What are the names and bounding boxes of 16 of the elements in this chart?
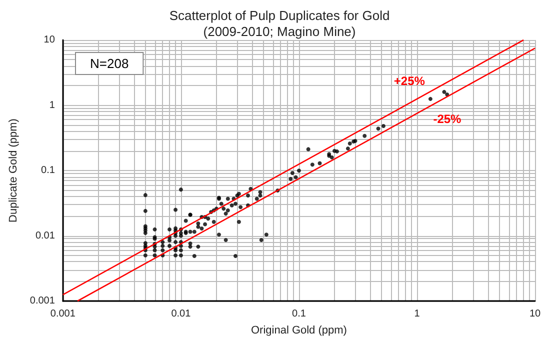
y-tick-label: 0.01 (35, 230, 56, 242)
y-tick-label: 0.1 (41, 165, 56, 176)
y-axis-title: Duplicate Gold (ppm) (8, 118, 20, 222)
y-tick-label: 1 (49, 100, 56, 111)
y-tick-label: 0.001 (30, 296, 56, 306)
x-tick-label: 1 (414, 308, 420, 320)
series-label: +25% (394, 74, 426, 88)
x-tick-label: 10 (529, 308, 541, 320)
chart-title: Scatterplot of Pulp Duplicates for Gold (169, 8, 390, 23)
annotation: N=208 (90, 56, 129, 71)
chart-subtitle: (2009-2010; Magino Mine) (203, 24, 356, 39)
x-tick-label: 0.01 (171, 308, 192, 320)
x-tick-label: 0.1 (292, 308, 306, 320)
series-label: -25% (433, 112, 462, 126)
y-tick-label: 10 (44, 34, 56, 46)
x-axis-title: Original Gold (ppm) (250, 324, 347, 336)
